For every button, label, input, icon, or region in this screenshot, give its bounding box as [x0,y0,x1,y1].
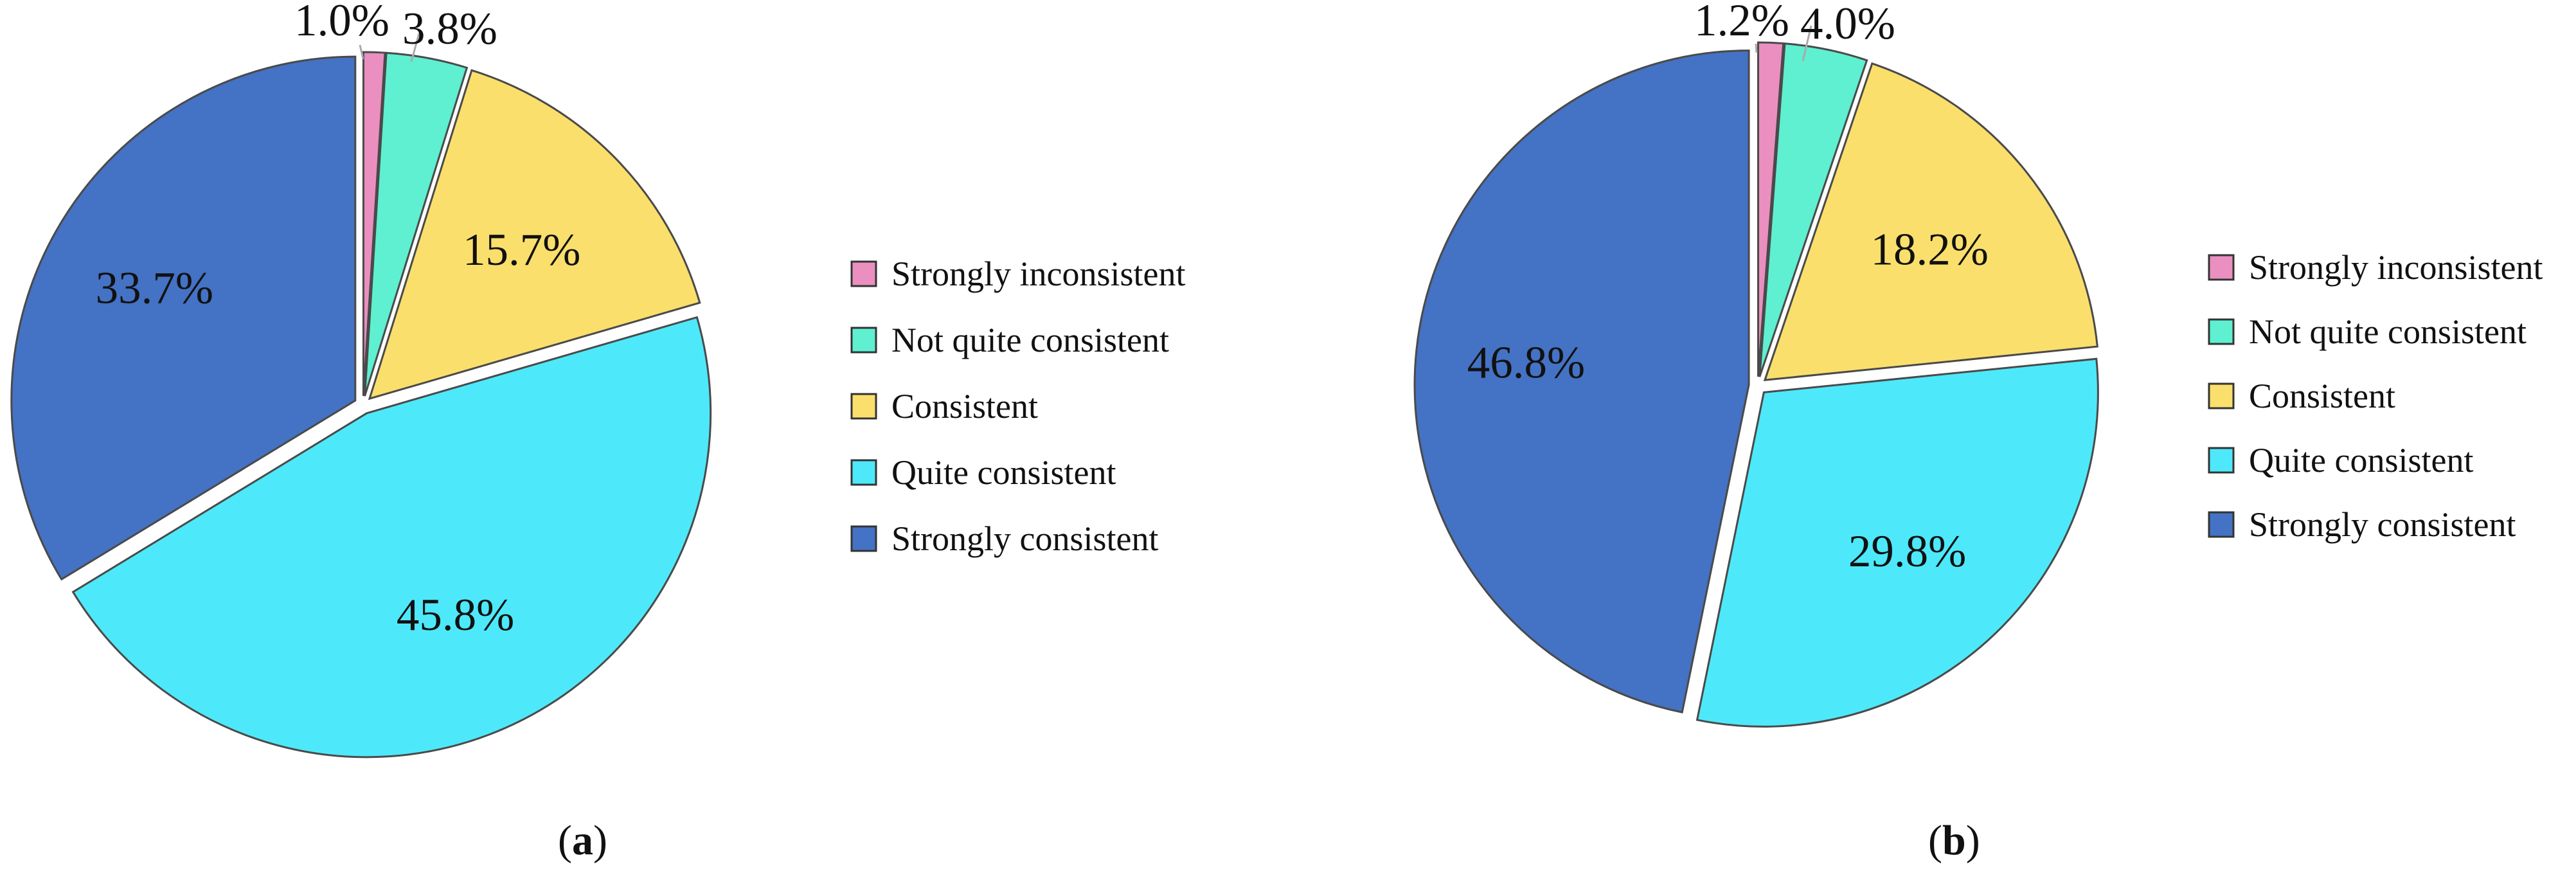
pie-slice-not-quite-consistent [364,51,469,397]
legend-swatch [2208,318,2235,345]
slice-label: 46.8% [1467,338,1585,388]
legend: Strongly inconsistent Not quite consisten… [2208,248,2543,544]
legend-label: Strongly inconsistent [891,255,1186,293]
legend-label: Strongly consistent [2249,505,2516,544]
caption-a: (a) [558,817,607,864]
pie-slice-quite-consistent [1695,357,2099,728]
legend-label: Strongly inconsistent [2249,248,2543,287]
slice-label: 18.2% [1871,224,1989,274]
legend-swatch [850,260,877,287]
slice-label: 4.0% [1800,0,1895,49]
legend-label: Strongly consistent [891,519,1159,558]
legend-swatch [2208,511,2235,538]
legend-swatch [850,525,877,552]
pie-slice-strongly-inconsistent [1757,41,1785,377]
pie-slice-strongly-inconsistent [362,51,386,397]
slice-label: 33.7% [96,264,213,314]
slice-label: 1.0% [294,0,389,46]
legend-label: Consistent [891,387,1038,426]
legend-swatch [850,327,877,354]
pie-slice-quite-consistent [71,316,712,759]
pie-chart-a: 1.0% 3.8% 15.7% 45.8% 33.7% Strongly inconsis… [10,0,1186,759]
legend-label: Not quite consistent [2249,312,2527,351]
pie-slice-strongly-consistent [10,55,357,581]
slice-label: 15.7% [463,225,580,275]
leader-line [359,44,364,60]
slice-label: 45.8% [397,590,514,640]
caption-b: (b) [1928,817,1980,864]
legend-label: Not quite consistent [891,321,1169,359]
slice-label: 1.2% [1694,0,1789,46]
pie-slice-strongly-consistent [1413,49,1750,714]
slice-label: 29.8% [1848,526,1966,577]
legend-swatch [2208,447,2235,474]
legend-swatch [850,393,877,420]
pie-slice-consistent [368,69,701,400]
leader-line [410,33,420,62]
legend-swatch [2208,382,2235,409]
pie-slice-consistent [1763,62,2098,382]
leader-line [1802,25,1812,62]
slice-label: 3.8% [402,4,497,54]
pie-slice-not-quite-consistent [1758,42,1868,377]
legend-label: Consistent [2249,377,2395,415]
legend: Strongly inconsistent Not quite consisten… [850,255,1186,558]
pie-chart-b: 1.2% 4.0% 18.2% 29.8% 46.8% Strongly inconsis… [1413,0,2543,728]
legend-swatch [2208,254,2235,281]
legend-label: Quite consistent [891,453,1116,492]
legend-label: Quite consistent [2249,441,2473,480]
leader-line [1755,43,1758,53]
legend-swatch [850,459,877,486]
